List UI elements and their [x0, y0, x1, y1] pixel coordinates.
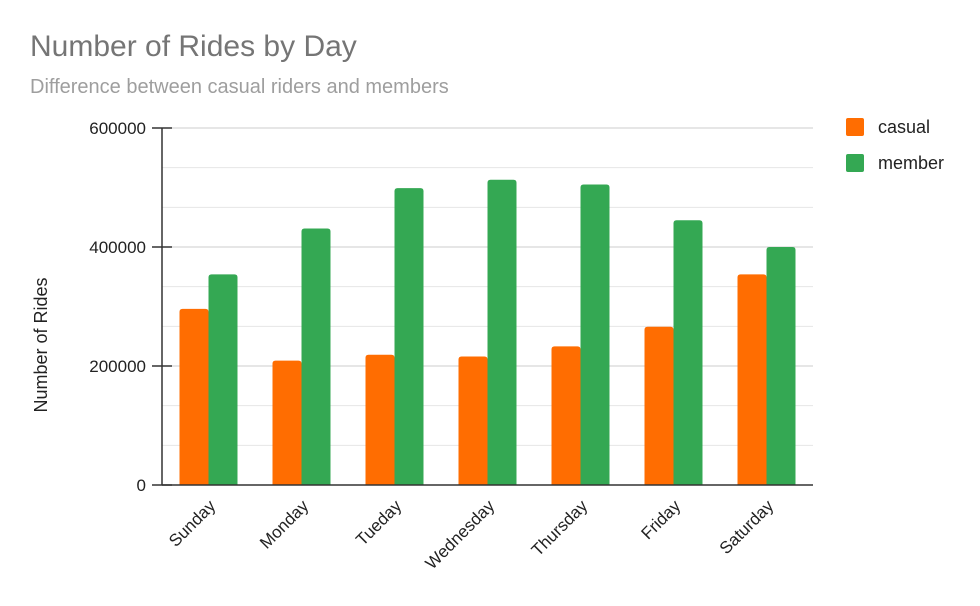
bar-casual-thursday	[551, 346, 581, 485]
bar-member-saturday	[766, 247, 796, 485]
x-tick-label-monday: Monday	[256, 496, 313, 553]
bar-casual-wednesday	[458, 356, 488, 485]
bar-casual-tueday	[365, 354, 395, 485]
legend-label-member: member	[878, 153, 944, 173]
y-axis-ticks: 0 200000 400000 600000	[89, 119, 172, 495]
chart-subtitle: Difference between casual riders and mem…	[30, 76, 449, 98]
x-tick-label-saturday: Saturday	[716, 496, 778, 558]
x-tick-label-sunday: Sunday	[165, 496, 220, 551]
legend: casual member	[846, 117, 944, 173]
bar-casual-sunday	[179, 308, 209, 485]
y-tick-label-600000: 600000	[89, 119, 146, 138]
x-tick-label-wednesday: Wednesday	[422, 496, 499, 573]
x-tick-label-tueday: Tueday	[352, 496, 405, 549]
x-tick-label-thursday: Thursday	[528, 496, 592, 560]
x-tick-label-friday: Friday	[637, 496, 684, 543]
y-tick-label-0: 0	[137, 476, 146, 495]
bars	[179, 179, 796, 485]
bar-casual-friday	[644, 326, 674, 485]
bar-member-tueday	[394, 188, 424, 485]
bar-member-sunday	[208, 274, 238, 485]
y-axis-title: Number of Rides	[31, 277, 51, 412]
bar-casual-monday	[272, 360, 302, 485]
bar-member-thursday	[580, 184, 610, 485]
chart-title: Number of Rides by Day	[30, 30, 357, 63]
bar-casual-saturday	[737, 274, 767, 485]
legend-label-casual: casual	[878, 117, 930, 137]
bar-member-wednesday	[487, 179, 517, 485]
bar-member-friday	[673, 220, 703, 485]
y-tick-label-400000: 400000	[89, 238, 146, 257]
y-tick-label-200000: 200000	[89, 357, 146, 376]
x-axis-ticks: Sunday Monday Tueday Wednesday Thursday Frida…	[165, 496, 778, 573]
axes	[161, 128, 813, 486]
bar-member-monday	[301, 228, 331, 485]
legend-swatch-member	[846, 154, 864, 172]
legend-swatch-casual	[846, 118, 864, 136]
